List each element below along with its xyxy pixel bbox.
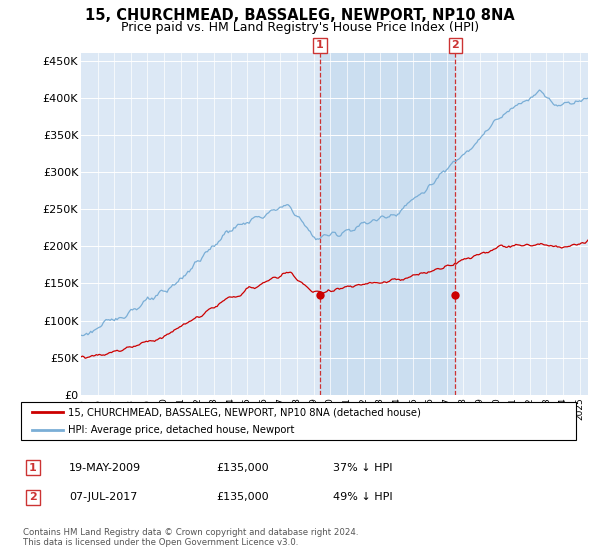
Text: 49% ↓ HPI: 49% ↓ HPI bbox=[333, 492, 392, 502]
Text: 37% ↓ HPI: 37% ↓ HPI bbox=[333, 463, 392, 473]
Text: £135,000: £135,000 bbox=[216, 463, 269, 473]
Bar bbox=[320, 53, 455, 395]
Text: 07-JUL-2017: 07-JUL-2017 bbox=[69, 492, 137, 502]
Text: HPI: Average price, detached house, Newport: HPI: Average price, detached house, Newp… bbox=[68, 425, 295, 435]
Text: 15, CHURCHMEAD, BASSALEG, NEWPORT, NP10 8NA (detached house): 15, CHURCHMEAD, BASSALEG, NEWPORT, NP10 … bbox=[68, 407, 421, 417]
Text: 2: 2 bbox=[29, 492, 37, 502]
Text: 15, CHURCHMEAD, BASSALEG, NEWPORT, NP10 8NA: 15, CHURCHMEAD, BASSALEG, NEWPORT, NP10 … bbox=[85, 8, 515, 24]
Text: 2: 2 bbox=[451, 40, 459, 50]
Text: Price paid vs. HM Land Registry's House Price Index (HPI): Price paid vs. HM Land Registry's House … bbox=[121, 21, 479, 34]
Text: Contains HM Land Registry data © Crown copyright and database right 2024.
This d: Contains HM Land Registry data © Crown c… bbox=[23, 528, 358, 547]
Text: 1: 1 bbox=[29, 463, 37, 473]
Text: 1: 1 bbox=[316, 40, 324, 50]
Text: 19-MAY-2009: 19-MAY-2009 bbox=[69, 463, 141, 473]
Text: £135,000: £135,000 bbox=[216, 492, 269, 502]
